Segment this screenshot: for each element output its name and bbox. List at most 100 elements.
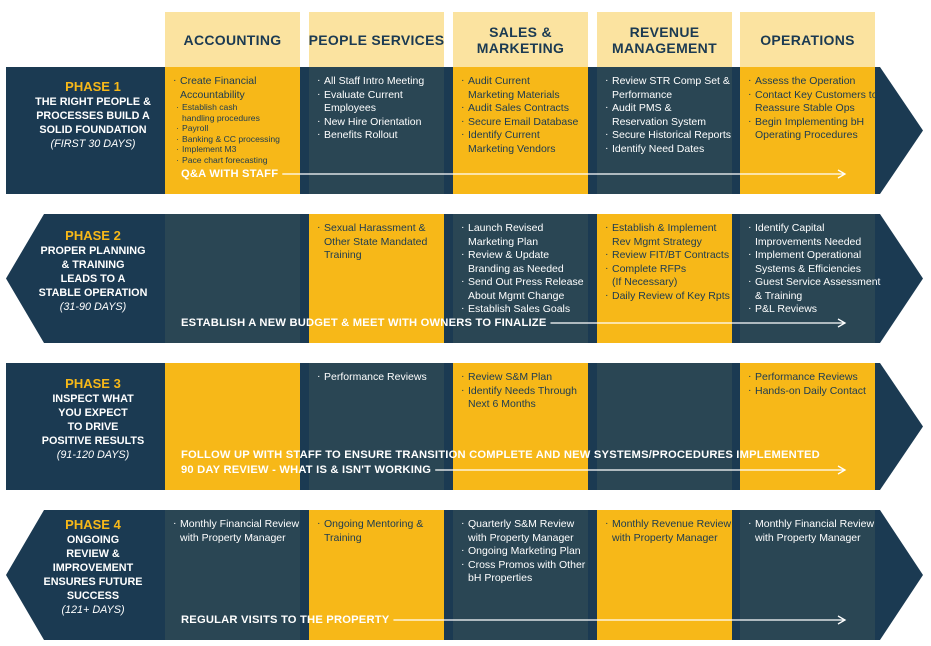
- phase-cell: [165, 510, 300, 640]
- bullet-icon: ·: [461, 517, 465, 529]
- bullet-icon: ·: [176, 144, 179, 154]
- cell-items: · Monthly Revenue Review with Property Ma…: [605, 517, 732, 545]
- cell-item-text: Ongoing Marketing Plan: [468, 545, 581, 557]
- cell-item-text: Review & Update Branding as Needed: [468, 249, 564, 275]
- cell-item-text: Benefits Rollout: [324, 129, 398, 141]
- cell-subitem: · Payroll: [173, 123, 298, 134]
- cell-item: · Evaluate Current Employees: [317, 88, 442, 116]
- cell-items: · Quarterly S&M Review with Property Mana…: [461, 517, 586, 586]
- phase-banner-text: REGULAR VISITS TO THE PROPERTY: [181, 614, 390, 626]
- cell-item: · Guest Service Assessment & Training: [748, 275, 880, 303]
- cell-item: · Monthly Financial Review with Property …: [748, 517, 874, 545]
- column-header-label: REVENUE MANAGEMENT: [612, 23, 717, 56]
- cell-item-text: Secure Historical Reports: [612, 129, 732, 141]
- bullet-icon: ·: [748, 383, 752, 396]
- bullet-icon: ·: [461, 383, 465, 396]
- bullet-icon: ·: [605, 128, 609, 140]
- cell-item-text: Identify Capital Improvements Needed: [755, 222, 862, 248]
- column-header-label: PEOPLE SERVICES: [308, 31, 445, 48]
- cell-item-text: Ongoing Mentoring & Training: [324, 518, 424, 544]
- bullet-icon: ·: [605, 288, 609, 301]
- cell-item-text: Monthly Financial Review with Property M…: [180, 518, 300, 544]
- phase-label: PHASE 4 ONGOING REVIEW & IMPROVEMENT ENSU…: [24, 517, 162, 617]
- phase-cell: [165, 363, 300, 490]
- phase-title: INSPECT WHAT YOU EXPECT TO DRIVE POSITIV…: [41, 392, 145, 447]
- cell-item: · Assess the Operation: [748, 74, 873, 89]
- cell-item-text: Sexual Harassment & Other State Mandated…: [324, 222, 428, 261]
- cell-item-text: Secure Email Database: [468, 115, 579, 128]
- bullet-icon: ·: [748, 114, 752, 127]
- bullet-icon: ·: [461, 302, 465, 314]
- cell-items: · Establish & Implement Rev Mgmt Strategy…: [605, 221, 730, 303]
- cell-item-text: Send Out Press Release About Mgmt Change: [468, 276, 584, 302]
- cell-item: · Cross Promos with Other bH Properties: [461, 558, 586, 586]
- phase-cell: [309, 363, 444, 490]
- bullet-icon: ·: [461, 101, 465, 113]
- bullet-icon: ·: [748, 248, 752, 260]
- phase-days: (31-90 DAYS): [59, 300, 127, 313]
- cell-items: · Review STR Comp Set & Performance · Audit…: [605, 74, 732, 156]
- column-header: PEOPLE SERVICES: [309, 12, 444, 67]
- cell-subitem: · Establish cash handling procedures: [173, 102, 298, 123]
- phase-banner-text: 90 DAY REVIEW - WHAT IS & ISN'T WORKING: [181, 464, 432, 476]
- bullet-icon: ·: [461, 248, 465, 260]
- cell-item: · Sexual Harassment & Other State Mandate…: [317, 221, 442, 263]
- cell-item-text: Audit Current Marketing Materials: [468, 75, 560, 101]
- bullet-icon: ·: [173, 517, 177, 529]
- cell-item-text: Performance Reviews: [755, 371, 858, 383]
- cell-item-text: Complete RFPs (If Necessary): [612, 262, 687, 289]
- cell-item-text: Evaluate Current Employees: [324, 88, 403, 115]
- phase-label: PHASE 3 INSPECT WHAT YOU EXPECT TO DRIVE …: [24, 376, 162, 462]
- bullet-icon: ·: [317, 517, 321, 529]
- phase-number: PHASE 4: [65, 517, 121, 532]
- cell-item: · Complete RFPs (If Necessary): [605, 262, 730, 290]
- cell-item-text: Monthly Revenue Review with Property Man…: [612, 518, 732, 544]
- bullet-icon: ·: [173, 74, 177, 86]
- cell-item-text: Daily Review of Key Rpts: [612, 289, 730, 302]
- cell-item: · Audit Current Marketing Materials: [461, 74, 586, 102]
- phase-days: (FIRST 30 DAYS): [50, 138, 136, 150]
- cell-item: · Audit PMS & Reservation System: [605, 101, 730, 129]
- cell-item: · Begin Implementing bH Operating Procedu…: [748, 114, 873, 143]
- bullet-icon: ·: [317, 74, 321, 86]
- phase-cell: [309, 67, 444, 194]
- column-header-label: SALES & MARKETING: [476, 23, 565, 56]
- cell-subitem-text: Banking & CC processing: [182, 133, 280, 144]
- phase-cell: [453, 67, 588, 194]
- cell-item: · P&L Reviews: [748, 302, 873, 317]
- cell-item: · Review FIT/BT Contracts: [605, 248, 730, 263]
- cell-item: · Hands-on Daily Contact: [748, 383, 873, 399]
- bullet-icon: ·: [461, 275, 465, 287]
- cell-item-text: Review S&M Plan: [468, 371, 553, 383]
- cell-items: · Performance Reviews · Hands-on Daily Cont…: [748, 370, 873, 399]
- phase-cell: [740, 214, 875, 343]
- cell-item-text: Identify Need Dates: [612, 142, 705, 155]
- cell-item: · New Hire Orientation: [317, 115, 442, 130]
- cell-items: · Assess the Operation · Contact Key Custom…: [748, 74, 878, 143]
- bullet-icon: ·: [317, 128, 321, 140]
- cell-items: · Identify Capital Improvements Needed · Im…: [748, 221, 880, 317]
- cell-item: · Secure Historical Reports: [605, 128, 732, 143]
- column-header: SALES & MARKETING: [453, 12, 588, 67]
- phase-banner-text: ESTABLISH A NEW BUDGET & MEET WITH OWNER…: [181, 317, 547, 329]
- cell-items: · All Staff Intro Meeting · Evaluate Curren…: [317, 74, 442, 143]
- cell-item: · Secure Email Database: [461, 115, 586, 130]
- cell-item: · Review & Update Branding as Needed: [461, 248, 586, 276]
- cell-item: · Identify Needs Through Next 6 Months: [461, 383, 586, 412]
- bullet-icon: ·: [317, 370, 321, 382]
- cell-item: · Performance Reviews: [317, 370, 442, 385]
- phase-cell: [597, 67, 732, 194]
- bullet-icon: ·: [605, 221, 609, 233]
- bullet-icon: ·: [461, 370, 465, 382]
- phase-cell: [309, 510, 444, 640]
- cell-item-text: Guest Service Assessment & Training: [755, 276, 881, 302]
- bullet-icon: ·: [176, 154, 179, 165]
- cell-items: · Performance Reviews: [317, 370, 442, 385]
- bullet-icon: ·: [748, 87, 752, 100]
- bullet-icon: ·: [605, 74, 609, 86]
- cell-item-text: Performance Reviews: [324, 371, 427, 383]
- cell-item: · Create Financial Accountability: [173, 74, 298, 102]
- bullet-icon: ·: [176, 133, 179, 144]
- bullet-icon: ·: [605, 517, 609, 529]
- cell-item: · Contact Key Customers to Reassure Stabl…: [748, 87, 878, 116]
